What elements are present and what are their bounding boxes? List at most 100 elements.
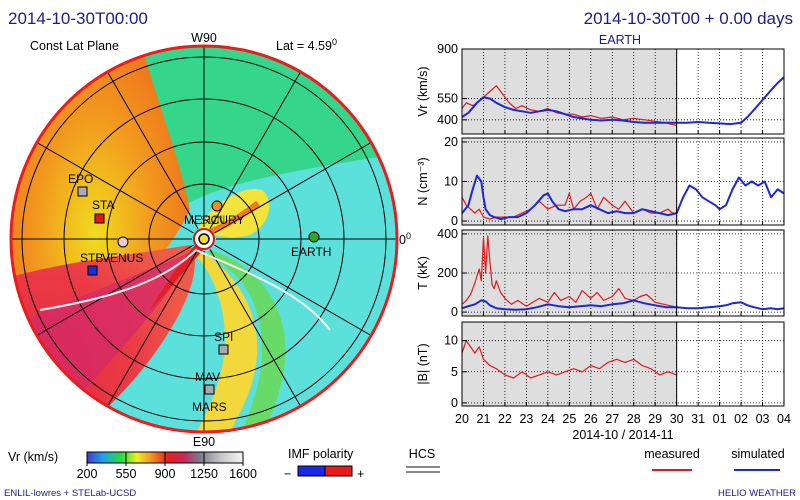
disk-border (9, 44, 399, 434)
imf-positive-swatch (324, 465, 353, 477)
mars-label: MARS (192, 400, 227, 414)
x-tick-label: 27 (605, 412, 619, 426)
mav-marker (204, 384, 215, 395)
panel-3: 400 200 0 T (kK) (416, 227, 785, 319)
left-datetime: 2014-10-30T00:00 (8, 9, 148, 28)
grid-spoke (209, 71, 301, 229)
sun-label: SUN (200, 213, 225, 227)
x-tick-label: 22 (498, 412, 512, 426)
x-tick-label: 24 (541, 412, 555, 426)
y-tick-label: 0 (451, 396, 458, 410)
x-tick-label: 25 (562, 412, 576, 426)
grid-spoke (209, 249, 301, 407)
spi-marker (218, 344, 229, 355)
y-axis-label: T (kK) (416, 256, 430, 290)
sta-label: STA (92, 198, 114, 212)
polar-grid (11, 46, 397, 432)
series-simulated (461, 76, 785, 126)
footer-right: HELIO WEATHER (718, 488, 796, 499)
y-tick-label: 0 (451, 305, 458, 319)
y-tick-label: 10 (444, 175, 458, 189)
y-axis-label: N (cm⁻³) (416, 157, 430, 205)
colorbar-ticks: 200 550 900 1250 1600 (77, 452, 257, 481)
mercury-marker (211, 200, 223, 212)
x-tick-label: 21 (477, 412, 491, 426)
footer-left: ENLIL-lowres + STELab-UCSD (4, 488, 136, 499)
y-axis-label: |B| (nT) (416, 343, 430, 384)
y-axis-label: Vr (km/s) (416, 66, 430, 116)
grid-spoke (36, 142, 194, 234)
grid-spoke (214, 244, 372, 336)
zero-deg-degree: 0 (406, 231, 411, 241)
x-tick-label: 02 (734, 412, 748, 426)
colorbar-tick-label: 900 (155, 467, 176, 481)
x-tick-label: 31 (691, 412, 705, 426)
grid-spoke (36, 244, 194, 336)
x-axis-label: 2014-10 / 2014-11 (572, 428, 673, 442)
x-tick-label: 29 (648, 412, 662, 426)
panel-frame (461, 321, 785, 407)
x-tick-label: 03 (756, 412, 770, 426)
panel-frame (461, 48, 785, 135)
grid-spoke (107, 249, 199, 407)
panel-1: 900 550 400 Vr (km/s) (416, 42, 785, 135)
epo-marker (77, 186, 88, 197)
imf-plus: + (357, 467, 364, 481)
bodies: EPO STA STB VENUS MERCURY SUN EARTH SPI … (68, 172, 331, 414)
imf-negative-swatch (297, 465, 326, 477)
stb-label: STB (80, 251, 103, 265)
series-simulated (461, 299, 785, 311)
y-tick-label: 0 (451, 214, 458, 228)
y-tick-label: 20 (444, 135, 458, 149)
yellow-arm (180, 250, 258, 432)
polar-title: Const Lat Plane (30, 39, 119, 53)
colorbar-tick-label: 550 (116, 467, 137, 481)
x-tick-label: 26 (584, 412, 598, 426)
colorbar-tick-label: 1600 (229, 467, 257, 481)
latitude-degree: 0 (332, 37, 337, 47)
mav-label: MAV (195, 370, 220, 384)
panel-2: 20 10 0 N (cm⁻³) (416, 135, 785, 228)
w90-label: W90 (191, 31, 217, 45)
y-tick-label: 200 (437, 266, 458, 280)
series-measured (461, 235, 677, 308)
colorbar-tick-label: 1250 (190, 467, 218, 481)
x-tick-label: 30 (670, 412, 684, 426)
x-tick-label: 23 (519, 412, 533, 426)
latitude-value: Lat = 4.59 (276, 39, 332, 53)
green-arm (205, 250, 286, 432)
right-datetime: 2014-10-30T00 + 0.00 days (584, 9, 793, 28)
colorbar-tick-label: 200 (77, 467, 98, 481)
epo-label: EPO (68, 172, 93, 186)
earth-marker (308, 231, 320, 243)
zero-deg-value: 0 (399, 233, 406, 247)
latitude-label: Lat = 4.590 (276, 37, 337, 53)
series-simulated (461, 174, 785, 221)
y-tick-label: 900 (437, 42, 458, 56)
hcs-curve (39, 248, 331, 331)
yellow-arc (198, 189, 270, 238)
imf-minus: − (284, 467, 291, 481)
sun-marker (198, 233, 210, 245)
sta-marker (94, 213, 105, 224)
spi-label: SPI (214, 330, 233, 344)
shaded-region (462, 138, 677, 225)
venus-label: VENUS (102, 251, 143, 265)
e90-label: E90 (193, 435, 215, 449)
panel-4: 10 5 0 |B| (nT) (416, 321, 785, 410)
y-tick-label: 550 (437, 92, 458, 106)
x-tick-label: 20 (455, 412, 469, 426)
grid-spoke (107, 71, 199, 229)
mercury-label: MERCURY (184, 213, 244, 227)
legend-simulated-label: simulated (731, 447, 785, 461)
x-tick-label: 28 (627, 412, 641, 426)
venus-marker (117, 236, 129, 248)
imf-label: IMF polarity (288, 447, 354, 461)
x-tick-label: 01 (713, 412, 727, 426)
y-tick-label: 5 (451, 365, 458, 379)
earth-label: EARTH (291, 245, 331, 259)
x-tick-label: 04 (777, 412, 791, 426)
grid-spokes (11, 46, 397, 432)
